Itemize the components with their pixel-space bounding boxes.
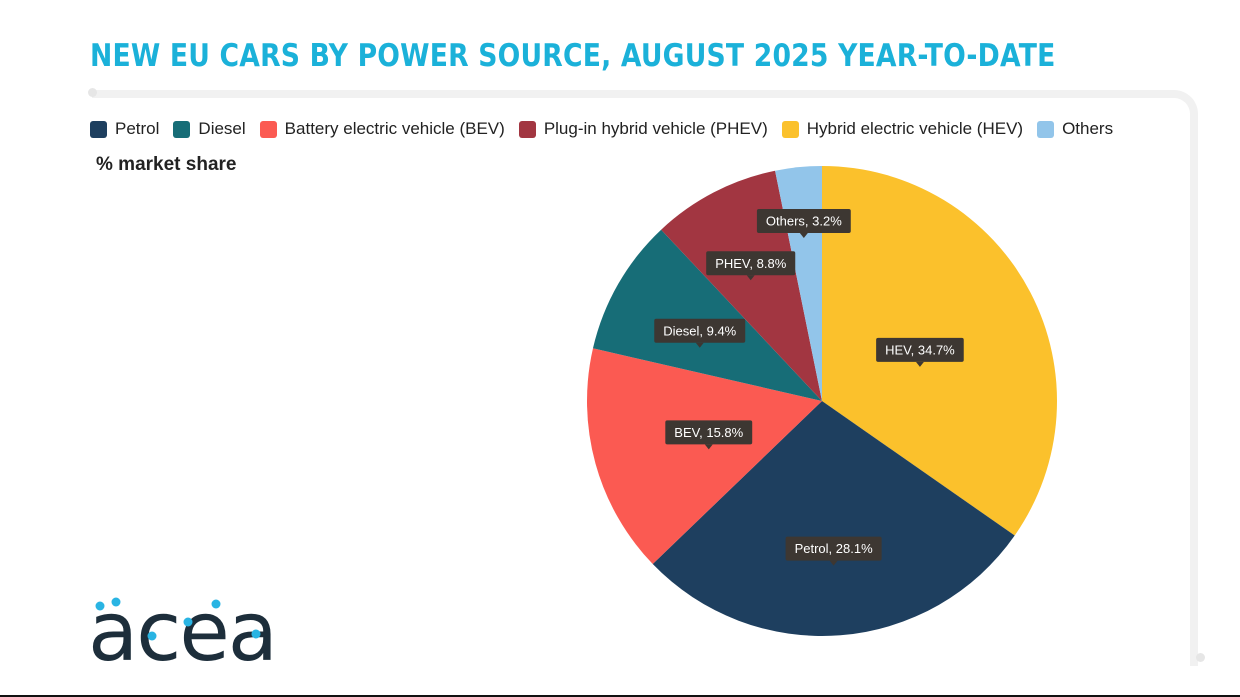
slice-label-petrol: Petrol, 28.1%	[785, 536, 882, 566]
slice-label-diesel: Diesel, 9.4%	[654, 318, 746, 348]
legend-item-petrol[interactable]: Petrol	[90, 119, 159, 139]
pie-labels: HEV, 34.7% Petrol, 28.1% BEV, 15.8% Diesel,…	[654, 208, 964, 566]
frame-dot-top-left	[88, 88, 97, 97]
slice-label-box	[756, 208, 851, 233]
slice-label-hev: HEV, 34.7%	[876, 337, 964, 367]
logo-dot	[211, 599, 221, 609]
legend-label: Petrol	[115, 119, 160, 138]
legend-item-plug-in-hybrid-vehicle-phev[interactable]: Plug-in hybrid vehicle (PHEV)	[518, 119, 768, 139]
slice-label-pointer	[915, 361, 924, 367]
slice-label-text: Others, 3.2%	[766, 213, 842, 228]
slice-label-box	[706, 251, 796, 276]
logo-dot	[183, 617, 193, 627]
legend-item-hybrid-electric-vehicle-hev[interactable]: Hybrid electric vehicle (HEV)	[781, 119, 1024, 139]
slice-label-box	[785, 536, 882, 561]
legend-swatch	[259, 120, 277, 138]
pie-slice-petrol[interactable]	[652, 401, 1015, 636]
legend-swatch	[1037, 120, 1055, 138]
legend-label: Battery electric vehicle (BEV)	[284, 119, 505, 138]
logo-dot	[251, 629, 261, 639]
frame-dot-bottom-right	[1196, 653, 1205, 662]
slice-label-box	[876, 337, 964, 362]
acea-logo: acea	[88, 592, 278, 672]
legend-item-battery-electric-vehicle-bev[interactable]: Battery electric vehicle (BEV)	[259, 119, 505, 139]
slice-label-pointer	[829, 560, 838, 566]
legend-swatch	[518, 120, 536, 138]
slice-label-others: Others, 3.2%	[756, 208, 851, 238]
logo-dot	[111, 597, 121, 607]
slice-label-box	[665, 420, 753, 445]
bottom-border	[0, 695, 1240, 697]
slice-label-bev: BEV, 15.8%	[665, 420, 753, 450]
slice-label-text: Diesel, 9.4%	[663, 323, 736, 338]
slice-label-pointer	[799, 232, 808, 238]
legend-swatch	[90, 120, 107, 138]
slice-label-pointer	[704, 444, 713, 450]
legend-item-others[interactable]: Others	[1037, 119, 1113, 139]
slice-label-text: BEV, 15.8%	[674, 425, 743, 440]
slice-label-pointer	[746, 275, 755, 281]
legend-swatch	[173, 120, 191, 138]
slice-label-pointer	[695, 342, 704, 348]
legend-label: Hybrid electric vehicle (HEV)	[806, 119, 1024, 138]
legend-label: Diesel	[198, 119, 246, 138]
legend-swatch	[781, 120, 799, 138]
chart-legend: Petrol Diesel Battery electric vehicle (BE…	[90, 119, 1113, 139]
chart-frame	[92, 90, 1198, 666]
legend-item-diesel[interactable]: Diesel	[173, 119, 246, 139]
chart-subtitle: % market share	[96, 154, 237, 175]
slice-label-phev: PHEV, 8.8%	[706, 251, 796, 281]
slice-label-text: Petrol, 28.1%	[795, 541, 873, 556]
legend-label: Plug-in hybrid vehicle (PHEV)	[543, 119, 768, 138]
pie-slice-diesel[interactable]	[592, 229, 822, 401]
legend-label: Others	[1062, 119, 1114, 138]
chart-title: NEW EU CARS BY POWER SOURCE, AUGUST 2025…	[90, 38, 1056, 74]
logo-dot	[147, 631, 157, 641]
pie-slice-bev[interactable]	[587, 348, 822, 565]
acea-logo-text: acea	[88, 592, 276, 672]
logo-dot	[95, 601, 105, 611]
pie-slices	[587, 166, 1057, 636]
slice-label-text: PHEV, 8.8%	[715, 256, 787, 271]
slice-label-box	[654, 318, 746, 343]
slice-label-text: HEV, 34.7%	[885, 342, 955, 357]
